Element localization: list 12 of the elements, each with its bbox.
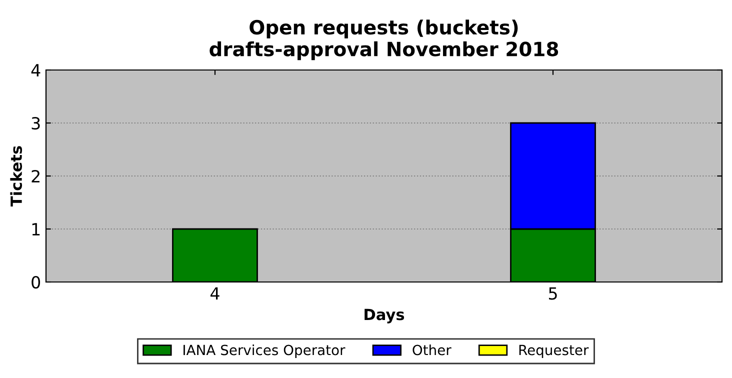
y-tick-label: 3 (32, 116, 40, 130)
y-tick-label: 1 (32, 223, 40, 236)
x-tick-label: 5 (548, 287, 557, 300)
y-tick-label: 4 (31, 64, 40, 76)
y-tick-label: 0 (32, 276, 40, 289)
y-axis-title: Tickets (10, 146, 22, 207)
y-tick-label: 2 (32, 170, 40, 182)
x-axis-title: Days (364, 308, 404, 324)
legend-label: IANA Services Operator (184, 344, 346, 358)
legend-label: Requester (519, 344, 589, 358)
chart-title: Open requests (buckets) drafts-approval November 2018 (210, 20, 558, 60)
legend-label: Other (412, 344, 452, 356)
